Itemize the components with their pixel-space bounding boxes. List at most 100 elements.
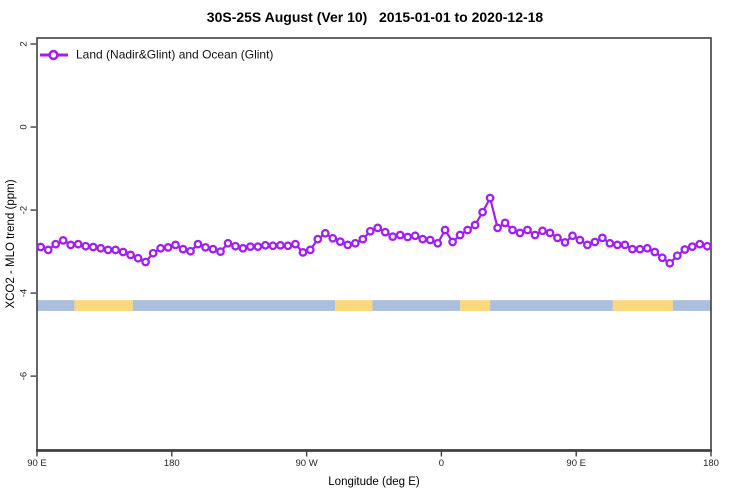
data-point-marker [268, 241, 278, 251]
data-point-marker [238, 243, 248, 253]
data-point-marker [193, 239, 203, 249]
data-point-marker [58, 236, 68, 245]
data-point-marker [395, 230, 405, 240]
data-point-marker [253, 242, 263, 251]
x-tick-label: 90 E [566, 458, 586, 469]
data-point-marker [635, 244, 645, 254]
data-point-marker [575, 235, 585, 245]
data-point-marker [403, 232, 413, 242]
x-tick-label: 180 [703, 458, 719, 469]
data-point-marker [81, 241, 91, 251]
data-point-marker [350, 238, 360, 248]
data-point-marker [291, 239, 300, 249]
y-tick-label: 2 [18, 41, 30, 47]
x-tick-label: 90 E [27, 458, 47, 469]
data-point-marker [485, 193, 495, 203]
data-point-marker [365, 226, 375, 236]
data-point-marker [583, 240, 592, 250]
data-point-marker [201, 243, 210, 252]
data-point-marker [590, 237, 600, 247]
data-point-marker [545, 228, 555, 238]
data-point-marker [687, 242, 697, 251]
x-tick-label: 180 [163, 458, 180, 469]
land-band-segment [612, 300, 673, 311]
data-point-marker [276, 240, 285, 250]
data-point-marker [96, 243, 106, 253]
data-point-marker [553, 233, 562, 243]
data-point-marker [298, 248, 308, 257]
data-point-marker [246, 242, 255, 251]
legend-label: Land (Nadir&Glint) and Ocean (Glint) [76, 47, 274, 62]
data-point-marker [665, 258, 675, 268]
data-point-marker [613, 240, 622, 250]
legend-marker-sample [48, 49, 59, 61]
data-point-marker [657, 253, 667, 263]
land-band-segment [460, 300, 491, 311]
land-band-segment [335, 300, 373, 311]
y-tick-label: 0 [18, 124, 30, 130]
data-point-marker [171, 240, 180, 250]
data-point-marker [43, 245, 53, 255]
y-axis-title: XCO2 - MLO trend (ppm) [5, 179, 17, 309]
y-tick-label: -2 [18, 205, 30, 215]
data-point-marker [73, 239, 83, 249]
ocean-band-segment [37, 300, 75, 311]
data-point-marker [538, 226, 547, 236]
data-point-marker [433, 238, 443, 248]
data-point-marker [650, 247, 660, 257]
data-point-marker [642, 243, 652, 253]
data-point-marker [358, 234, 368, 244]
data-point-marker [283, 241, 293, 251]
data-point-marker [186, 246, 195, 256]
data-point-marker [560, 238, 570, 247]
data-point-marker [425, 235, 435, 245]
chart-title: 30S-25S August (Ver 10) 2015-01-01 to 20… [206, 9, 544, 25]
x-axis-title: Longitude (deg E) [328, 476, 420, 488]
data-point-marker [500, 218, 510, 228]
data-point-marker [133, 253, 143, 263]
data-point-marker [148, 248, 158, 258]
data-point-marker [672, 251, 682, 261]
data-point-marker [568, 231, 577, 241]
data-point-marker [88, 242, 98, 252]
data-point-marker [313, 234, 323, 244]
data-point-marker [223, 238, 233, 248]
data-point-marker [36, 242, 46, 252]
data-point-marker [410, 231, 420, 241]
data-point-marker [515, 228, 525, 238]
data-point-marker [216, 247, 225, 256]
data-point-marker [680, 245, 690, 254]
data-point-marker [118, 247, 128, 257]
data-point-marker [695, 239, 705, 249]
ocean-band-segment [672, 300, 711, 311]
x-tick-label: 0 [438, 458, 445, 469]
data-point-marker [702, 241, 712, 251]
data-point-marker [163, 243, 173, 252]
land-band-segment [74, 300, 133, 311]
data-point-marker [448, 237, 457, 247]
data-point-marker [380, 227, 390, 237]
data-point-marker [463, 225, 472, 235]
data-point-marker [493, 223, 502, 233]
data-point-marker [320, 228, 330, 238]
data-point-marker [51, 239, 61, 249]
y-tick-label: -6 [18, 371, 30, 381]
data-point-marker [126, 250, 135, 260]
data-point-marker [478, 207, 487, 217]
data-point-marker [66, 240, 76, 250]
data-point-marker [523, 225, 532, 235]
data-point-marker [343, 240, 353, 250]
data-point-marker [440, 225, 450, 235]
data-point-marker [328, 233, 338, 243]
data-point-marker [605, 238, 615, 248]
ocean-band-segment [132, 300, 336, 311]
x-tick-label: 90 W [295, 458, 318, 469]
data-point-marker [530, 230, 540, 240]
data-point-marker [208, 244, 218, 254]
data-point-marker [455, 230, 465, 240]
data-point-marker [111, 245, 120, 255]
data-point-marker [156, 243, 165, 253]
data-point-marker [335, 237, 345, 246]
